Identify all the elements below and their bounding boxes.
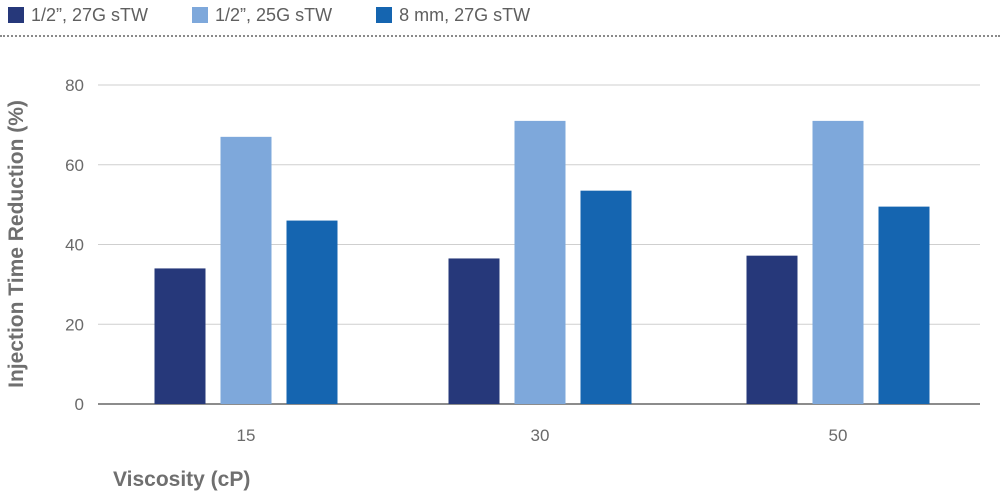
legend-item-series-1: 1/2”, 27G sTW — [8, 5, 148, 26]
y-tick-labels: 0 20 40 60 80 — [65, 76, 84, 414]
bar-30-series-2 — [514, 120, 566, 404]
bar-50-series-2 — [812, 120, 864, 404]
y-tick-label: 0 — [75, 395, 84, 414]
legend-divider — [0, 35, 1000, 37]
legend-swatch-series-2 — [192, 7, 209, 23]
y-axis-title: Injection Time Reduction (%) — [5, 100, 28, 388]
x-tick-label: 50 — [829, 426, 848, 445]
chart-legend: 1/2”, 27G sTW 1/2”, 25G sTW 8 mm, 27G sT… — [8, 4, 574, 26]
legend-label-series-2: 1/2”, 25G sTW — [215, 4, 333, 25]
bar-50-series-3 — [878, 206, 930, 404]
legend-item-series-3: 8 mm, 27G sTW — [376, 5, 530, 26]
x-tick-label: 30 — [531, 426, 550, 445]
legend-swatch-series-3 — [376, 7, 393, 23]
bar-30-series-3 — [580, 190, 632, 404]
bar-15-series-3 — [286, 220, 338, 404]
bar-15-series-1 — [154, 268, 206, 404]
bars — [154, 120, 930, 404]
bar-30-series-1 — [448, 258, 500, 404]
y-tick-label: 40 — [65, 236, 84, 255]
y-tick-label: 20 — [65, 315, 84, 334]
x-tick-labels: 15 30 50 — [237, 426, 848, 445]
legend-item-series-2: 1/2”, 25G sTW — [192, 5, 332, 26]
x-axis-title: Viscosity (cP) — [113, 468, 250, 491]
y-tick-label: 80 — [65, 76, 84, 95]
bar-50-series-1 — [746, 255, 798, 404]
x-tick-label: 15 — [237, 426, 256, 445]
y-tick-label: 60 — [65, 156, 84, 175]
legend-swatch-series-1 — [8, 7, 24, 23]
legend-label-series-3: 8 mm, 27G sTW — [399, 4, 531, 25]
legend-label-series-1: 1/2”, 27G sTW — [31, 4, 149, 25]
bar-15-series-2 — [220, 136, 272, 404]
